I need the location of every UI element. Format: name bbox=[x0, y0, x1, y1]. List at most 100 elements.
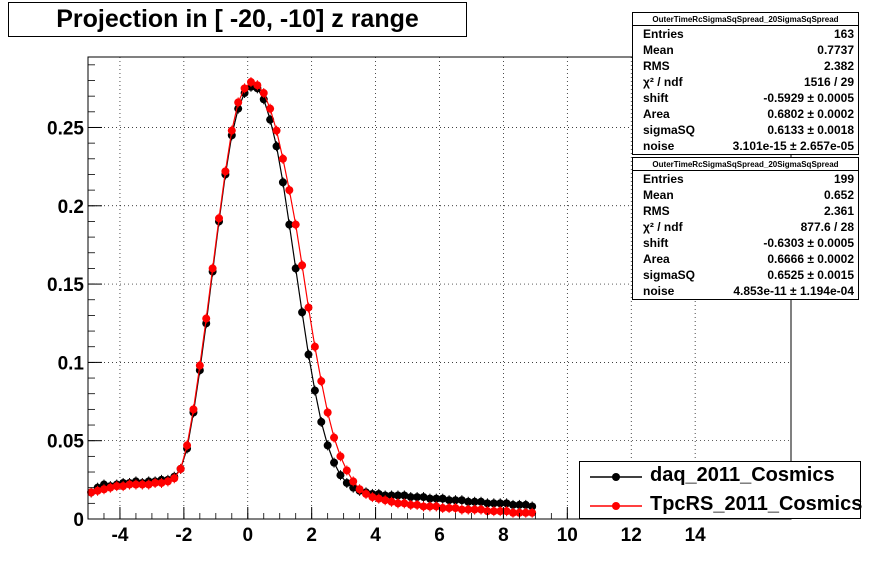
data-point bbox=[291, 220, 300, 229]
stats-label: shift bbox=[643, 236, 669, 250]
stats-label: Area bbox=[643, 252, 670, 266]
data-point bbox=[528, 508, 537, 517]
data-point bbox=[183, 441, 192, 450]
data-point bbox=[234, 98, 243, 107]
stats-label: Mean bbox=[643, 188, 674, 202]
y-tick-label: 0 bbox=[73, 510, 84, 531]
plot-title: Projection in [ -20, -10] z range bbox=[8, 2, 467, 37]
data-point bbox=[355, 485, 364, 494]
data-point bbox=[330, 433, 339, 442]
data-point bbox=[419, 493, 428, 502]
data-point bbox=[432, 502, 441, 511]
data-point bbox=[87, 488, 96, 497]
data-point bbox=[502, 499, 511, 508]
data-point bbox=[400, 491, 409, 500]
data-point bbox=[138, 480, 147, 489]
legend-marker-tpcrs bbox=[590, 502, 642, 510]
data-point bbox=[342, 466, 351, 475]
stats-label: shift bbox=[643, 91, 669, 105]
data-point bbox=[413, 493, 422, 502]
data-point bbox=[336, 452, 345, 461]
legend-marker-daq bbox=[590, 473, 642, 481]
stats-row: RMS 2.361 bbox=[633, 203, 858, 219]
data-point bbox=[406, 500, 415, 509]
data-point bbox=[323, 441, 332, 450]
data-point bbox=[496, 507, 505, 516]
stats-value: 2.382 bbox=[823, 59, 854, 73]
data-point bbox=[464, 497, 473, 506]
stats-row: noise 3.101e-15 ± 2.657e-05 bbox=[633, 138, 858, 154]
data-point bbox=[195, 361, 204, 370]
data-point bbox=[246, 78, 255, 87]
data-point bbox=[477, 497, 486, 506]
data-point bbox=[515, 508, 524, 517]
data-point bbox=[387, 491, 396, 500]
stats-label: noise bbox=[643, 139, 675, 153]
stats-label: χ² / ndf bbox=[643, 75, 683, 89]
stats-value: 0.7737 bbox=[817, 43, 854, 57]
data-point bbox=[508, 508, 517, 517]
stats-row: χ² / ndf 1516 / 29 bbox=[633, 74, 858, 90]
data-point bbox=[438, 494, 447, 503]
data-point bbox=[470, 505, 479, 514]
stats-header: OuterTimeRcSigmaSqSpread_20SigmaSqSpread bbox=[633, 13, 858, 26]
data-point bbox=[119, 482, 128, 491]
data-point bbox=[521, 508, 530, 517]
data-point bbox=[215, 214, 224, 223]
y-tick-label: 0.15 bbox=[47, 275, 84, 296]
data-point bbox=[298, 261, 307, 270]
data-point bbox=[483, 499, 492, 508]
stats-row: sigmaSQ 0.6525 ± 0.0015 bbox=[633, 267, 858, 283]
data-point bbox=[272, 142, 281, 151]
data-point bbox=[176, 464, 185, 473]
data-point bbox=[502, 507, 511, 516]
stats-label: sigmaSQ bbox=[643, 123, 696, 137]
data-point bbox=[445, 496, 454, 505]
data-point bbox=[272, 126, 281, 135]
data-point bbox=[400, 499, 409, 508]
stats-value: 199 bbox=[833, 172, 854, 186]
stats-row: Area 0.6666 ± 0.0002 bbox=[633, 251, 858, 267]
data-point bbox=[515, 500, 524, 509]
stats-box-tpcrs: OuterTimeRcSigmaSqSpread_20SigmaSqSpread… bbox=[632, 157, 859, 300]
stats-row: Area 0.6802 ± 0.0002 bbox=[633, 106, 858, 122]
data-point bbox=[393, 499, 402, 508]
data-point bbox=[451, 504, 460, 513]
data-point bbox=[323, 408, 332, 417]
legend-entry-daq: daq_2011_Cosmics bbox=[580, 462, 860, 490]
y-tick-label: 0.25 bbox=[47, 118, 84, 139]
data-point bbox=[457, 496, 466, 505]
data-point bbox=[317, 377, 326, 386]
x-tick-label: 12 bbox=[621, 525, 642, 546]
data-point bbox=[432, 494, 441, 503]
series-1 bbox=[87, 77, 537, 518]
data-point bbox=[483, 507, 492, 516]
stats-value: -0.5929 ± 0.0005 bbox=[763, 91, 854, 105]
data-point bbox=[259, 89, 268, 98]
data-point bbox=[157, 478, 166, 487]
data-point bbox=[413, 500, 422, 509]
data-point bbox=[387, 497, 396, 506]
data-point bbox=[470, 497, 479, 506]
data-point bbox=[285, 186, 294, 195]
stats-row: Mean 0.652 bbox=[633, 187, 858, 203]
data-point bbox=[304, 350, 313, 359]
data-point bbox=[310, 342, 319, 351]
stats-label: Mean bbox=[643, 43, 674, 57]
data-point bbox=[112, 482, 121, 491]
data-point bbox=[93, 486, 102, 495]
data-point bbox=[208, 264, 217, 273]
data-point bbox=[151, 478, 160, 487]
legend-entry-tpcrs: TpcRS_2011_Cosmics bbox=[580, 491, 862, 519]
data-point bbox=[291, 264, 300, 273]
data-point bbox=[342, 478, 351, 487]
data-point bbox=[266, 104, 275, 113]
stats-value: -0.6303 ± 0.0005 bbox=[763, 236, 854, 250]
stats-label: RMS bbox=[643, 204, 670, 218]
stats-label: Entries bbox=[643, 172, 684, 186]
data-point bbox=[106, 483, 115, 492]
series-0 bbox=[87, 81, 537, 512]
legend-label-daq: daq_2011_Cosmics bbox=[650, 464, 835, 486]
data-point bbox=[464, 505, 473, 514]
